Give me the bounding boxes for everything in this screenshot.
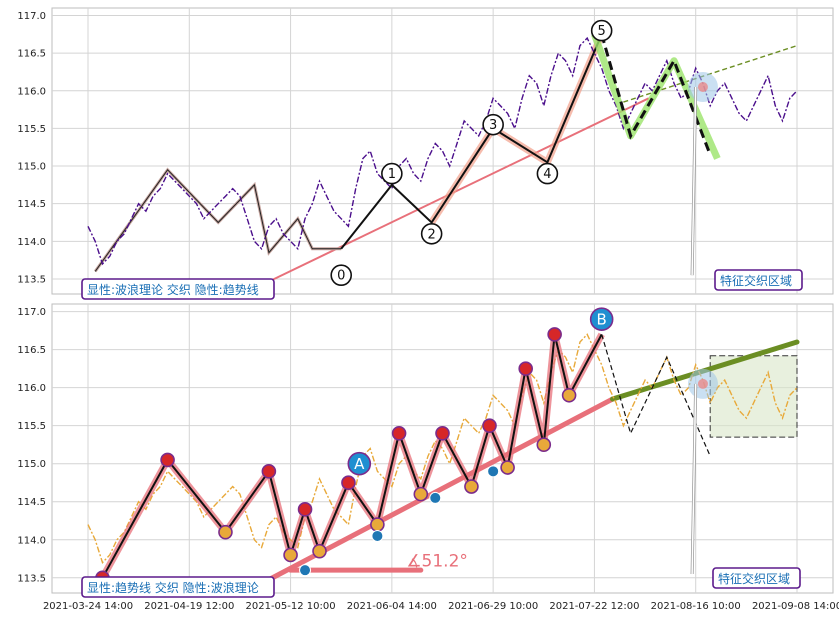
top-wave-marker-circle <box>590 19 613 42</box>
bottom-pivot-marker <box>464 479 479 494</box>
bottom-pivot-marker <box>500 460 515 475</box>
top-wave-marker-circle <box>536 162 559 185</box>
bottom-panel-frame <box>51 303 834 594</box>
bottom-pivot-marker <box>547 327 562 342</box>
x-tick-label: 2021-09-08 14:00 <box>752 601 839 612</box>
top-y-tick-label: 116.5 <box>17 49 46 60</box>
bottom-pivot-marker <box>160 452 175 468</box>
bottom-panel-content: ∡51.2° AB <box>87 307 800 592</box>
bottom-sub-marker <box>487 465 500 478</box>
bottom-markers: AB <box>95 307 614 586</box>
bottom-pivot-marker <box>561 387 577 403</box>
bottom-pivot-marker <box>518 361 533 376</box>
bottom-region-caption: 特征交织区域 <box>712 567 801 589</box>
top-y-tick-label: 116.0 <box>17 86 46 97</box>
bottom-wave-marker-circle <box>589 307 614 332</box>
x-tick-label: 2021-03-24 14:00 <box>43 601 133 612</box>
bottom-zigzag-path <box>101 333 603 579</box>
top-zigzag-core <box>94 169 342 272</box>
bottom-wave-marker-label: B <box>597 311 607 329</box>
bottom-pivot-marker <box>218 524 233 540</box>
top-y-tick-label: 114.5 <box>17 199 46 210</box>
bottom-region-glow-core <box>697 378 708 389</box>
bottom-pivot-marker <box>283 547 298 563</box>
top-wave-marker-circle <box>381 162 403 185</box>
bottom-price-series <box>87 333 798 564</box>
top-wave-path <box>340 33 603 250</box>
top-region-caption-box <box>714 269 803 291</box>
bottom-caption: 显性:趋势线 交织 隐性:波浪理论 <box>81 576 275 598</box>
top-wave-marker-circle <box>420 222 443 245</box>
bottom-y-tick-label: 116.5 <box>17 345 46 356</box>
bottom-caption-box <box>81 576 275 598</box>
top-wave-marker-label: 4 <box>543 167 551 182</box>
bottom-y-tick-label: 113.5 <box>17 573 46 584</box>
top-wave-marker-label: 5 <box>598 24 606 39</box>
x-ticks: 2021-03-24 14:00 2021-04-19 12:00 2021-05-… <box>43 601 839 612</box>
top-y-tick-label: 114.0 <box>17 237 46 248</box>
top-wave-marker-circle <box>330 264 353 286</box>
top-caption: 显性:波浪理论 交织 隐性:趋势线 <box>81 278 275 300</box>
top-wave-marker-label: 0 <box>337 269 345 284</box>
bottom-pivot-marker <box>482 418 497 433</box>
bottom-region-caption-text: 特征交织区域 <box>718 571 790 586</box>
bottom-pivot-marker <box>391 425 407 441</box>
x-tick-label: 2021-06-04 14:00 <box>347 601 437 612</box>
top-panel-content: 0 1 2 3 4 5 <box>87 19 798 292</box>
x-tick-label: 2021-08-16 10:00 <box>651 601 741 612</box>
top-forecast-path <box>600 33 712 156</box>
top-region-glow-core <box>697 82 708 93</box>
bottom-region-box <box>709 355 798 438</box>
bottom-pivot-marker <box>297 502 313 517</box>
top-region-caption: 特征交织区域 <box>714 269 803 291</box>
bottom-pivot-marker <box>413 486 429 502</box>
top-wave-marker-label: 1 <box>388 167 396 182</box>
bottom-wave-marker-circle <box>347 451 372 476</box>
bottom-region-caption-box <box>712 567 801 589</box>
bottom-pivot-marker <box>341 475 356 491</box>
bottom-y-tick-label: 114.5 <box>17 497 46 508</box>
bottom-pivot-marker <box>261 464 277 479</box>
angle-label: ∡51.2° <box>406 551 468 571</box>
bottom-region-pointer-core <box>691 383 697 575</box>
top-projection-line <box>623 44 798 103</box>
top-wave-marker-label: 2 <box>428 227 436 242</box>
top-panel-frame <box>51 7 834 295</box>
x-tick-label: 2021-04-19 12:00 <box>144 601 234 612</box>
bottom-pivot-marker <box>435 425 450 441</box>
top-y-ticks: 113.5 114.0 114.5 115.0 115.5 116.0 116.5 117.0 <box>17 11 46 285</box>
top-y-tick-label: 113.5 <box>17 274 46 285</box>
bottom-pivot-marker <box>370 517 385 532</box>
bottom-sub-marker <box>429 491 442 504</box>
top-region-pointer-core <box>691 87 697 276</box>
top-price-series <box>87 36 798 266</box>
bottom-y-tick-label: 115.5 <box>17 421 46 432</box>
bottom-y-tick-label: 117.0 <box>17 307 46 318</box>
top-caption-text: 显性:波浪理论 交织 隐性:趋势线 <box>87 282 259 297</box>
top-y-tick-label: 117.0 <box>17 11 46 22</box>
bottom-sub-marker <box>299 564 312 577</box>
bottom-y-tick-label: 115.0 <box>17 459 46 470</box>
bottom-y-ticks: 113.5 114.0 114.5 115.0 115.5 116.0 116.5 117.0 <box>17 307 46 584</box>
bottom-sub-marker <box>371 529 384 542</box>
bottom-y-tick-label: 116.0 <box>17 383 46 394</box>
bottom-wave-marker-label: A <box>354 455 365 473</box>
x-tick-label: 2021-06-29 10:00 <box>448 601 538 612</box>
x-tick-label: 2021-05-12 10:00 <box>246 601 336 612</box>
top-wave-markers: 0 1 2 3 4 5 <box>330 19 613 286</box>
bottom-y-tick-label: 114.0 <box>17 535 46 546</box>
top-wave-marker-circle <box>482 113 504 136</box>
top-y-tick-label: 115.5 <box>17 124 46 135</box>
top-wave-marker-label: 3 <box>489 118 497 133</box>
top-region-caption-text: 特征交织区域 <box>720 273 792 288</box>
bottom-pivot-marker <box>312 543 327 559</box>
bottom-forecast-path <box>601 334 711 457</box>
bottom-caption-text: 显性:趋势线 交织 隐性:波浪理论 <box>87 580 259 595</box>
top-caption-box <box>81 278 275 300</box>
top-y-tick-label: 115.0 <box>17 162 46 173</box>
x-tick-label: 2021-07-22 12:00 <box>549 601 639 612</box>
bottom-pivot-marker <box>536 437 552 452</box>
